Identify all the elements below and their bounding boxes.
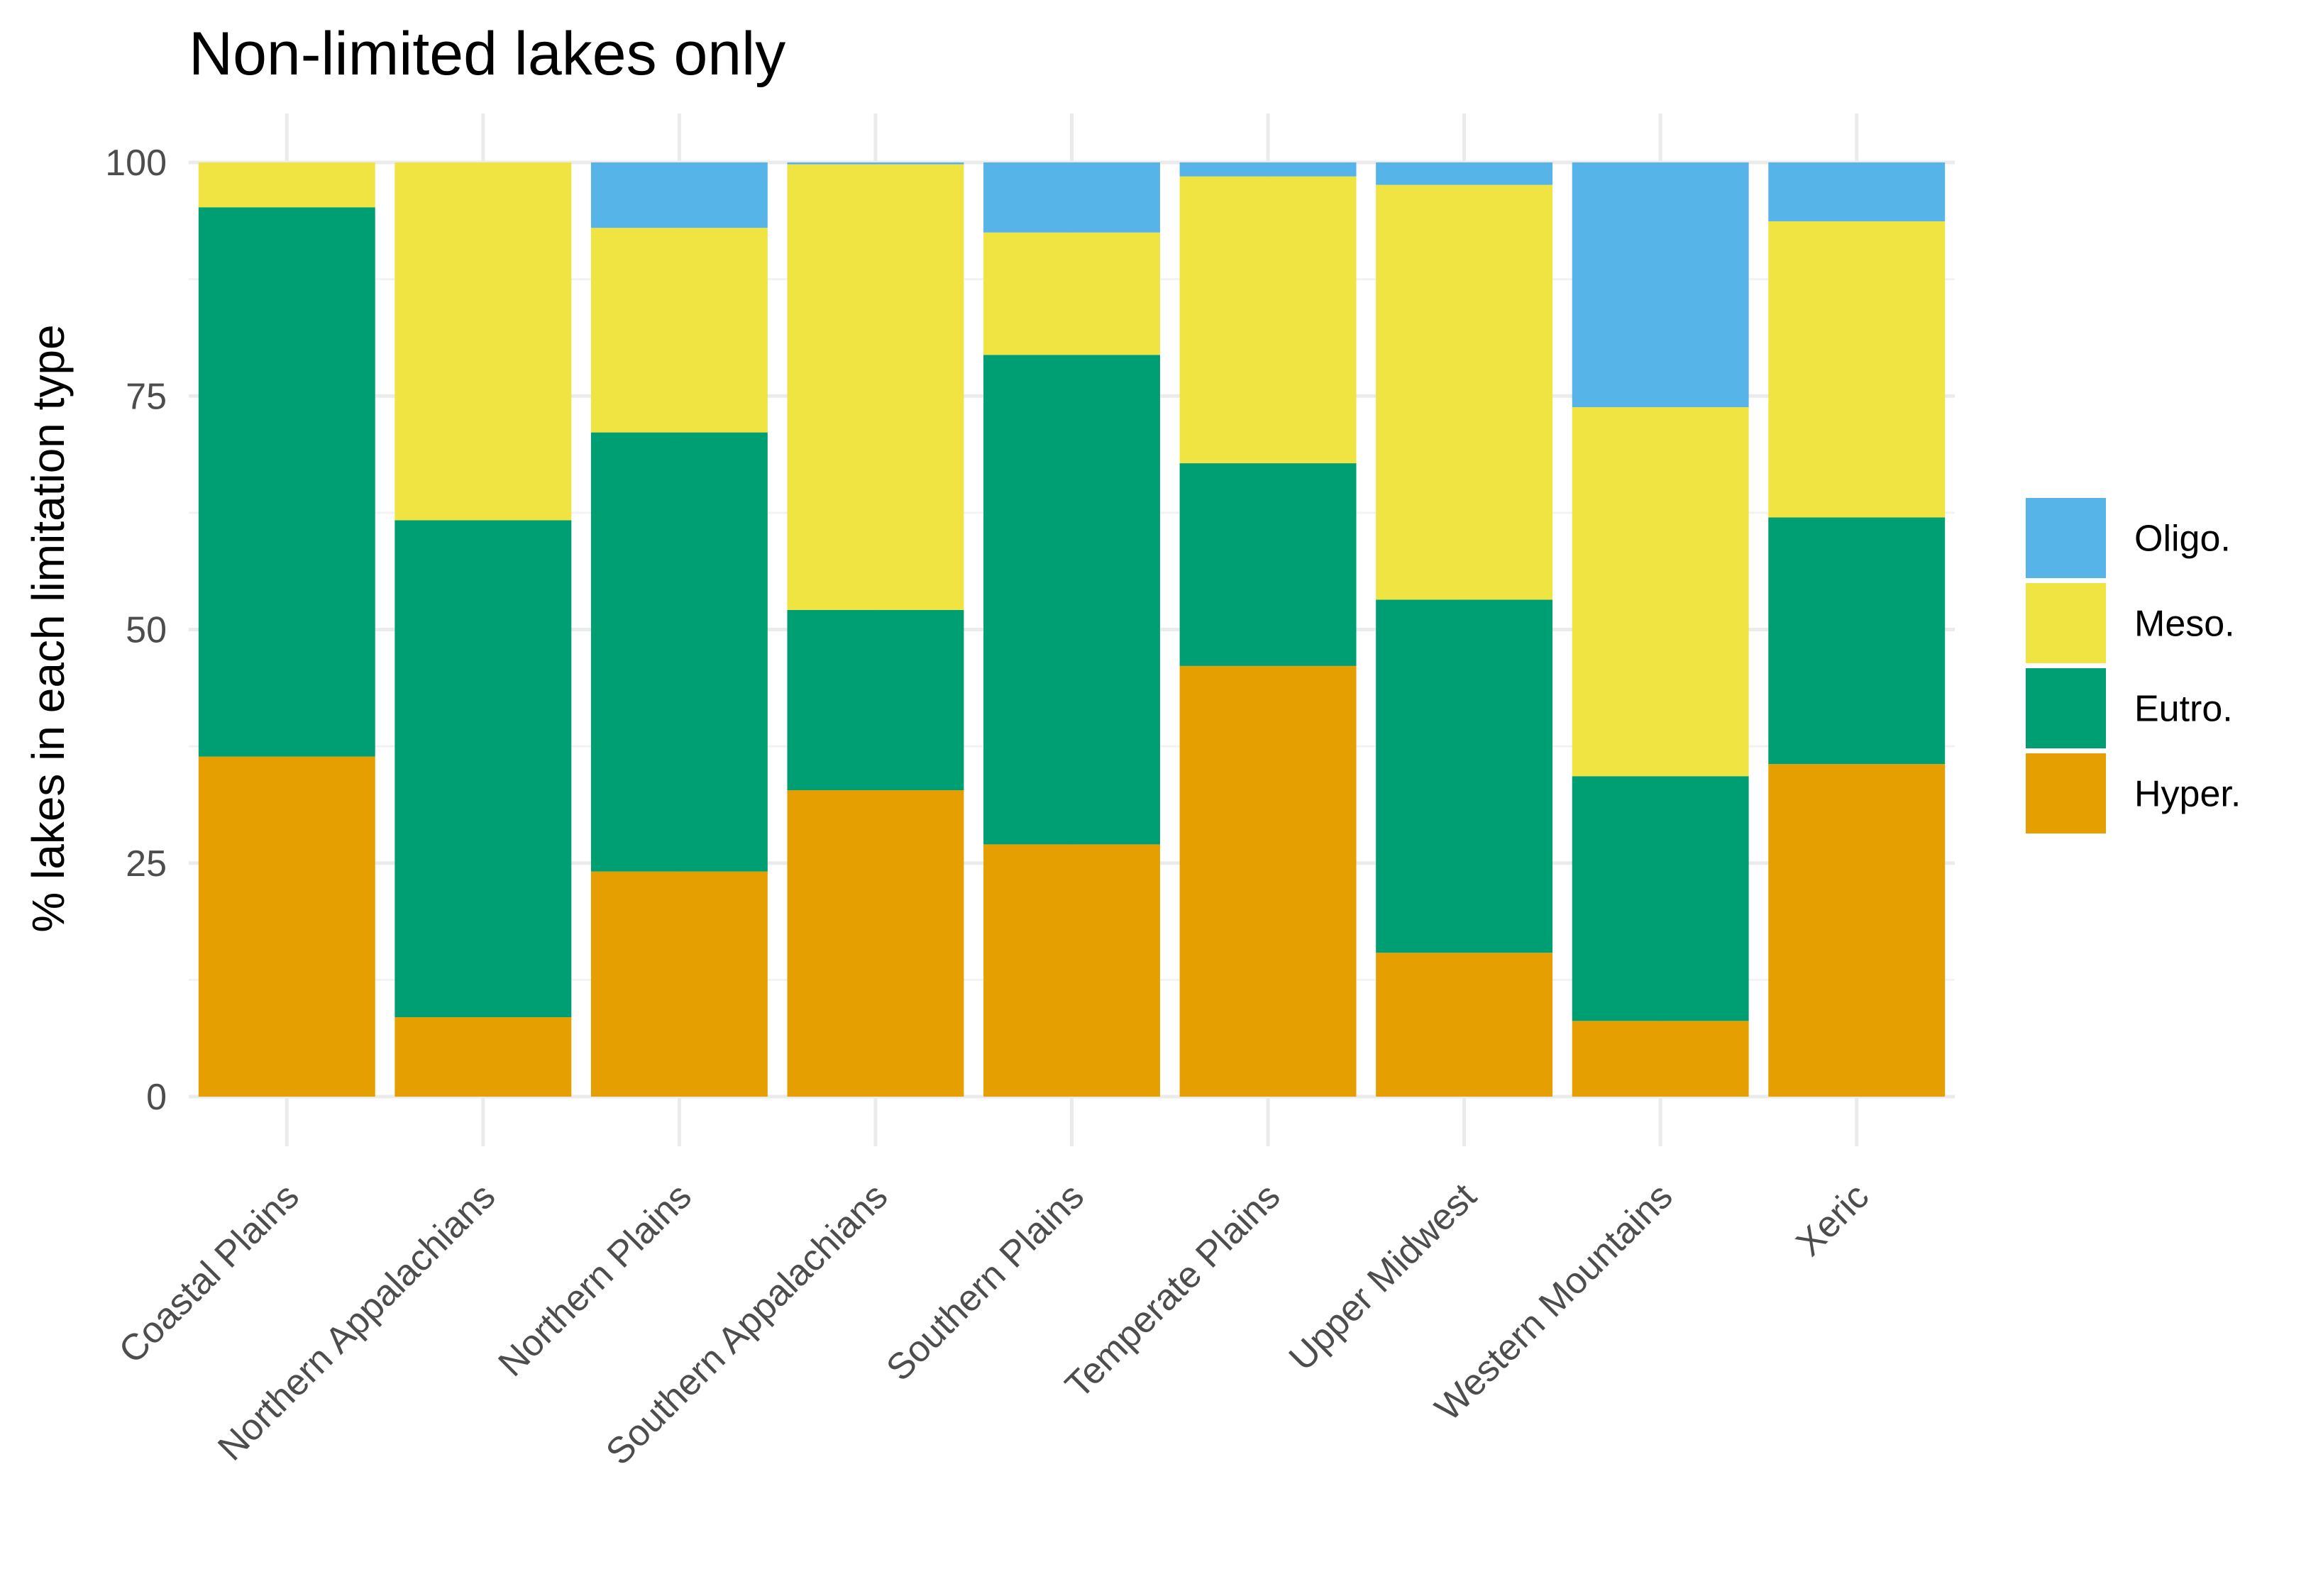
y-tick-label: 75: [126, 376, 167, 417]
bar-eutro-southern-appalachians: [787, 609, 964, 791]
x-tick-label: Upper Midwest: [1281, 1175, 1485, 1379]
x-tick-label: Temperate Plains: [1057, 1175, 1288, 1406]
bar-eutro-northern-appalachians: [395, 520, 572, 1018]
bar-meso-coastal-plains: [198, 162, 375, 208]
x-tick-label: Coastal Plains: [111, 1175, 307, 1371]
y-tick-label: 0: [146, 1077, 167, 1118]
bar-oligo-upper-midwest: [1376, 162, 1553, 185]
bar-oligo-western-mountains: [1572, 162, 1749, 408]
legend-key-oligo: [2026, 498, 2106, 578]
chart-title: Non-limited lakes only: [189, 20, 785, 88]
bar-eutro-northern-plains: [590, 432, 768, 872]
y-tick-label: 50: [126, 610, 167, 651]
bar-meso-western-mountains: [1572, 407, 1749, 777]
y-tick-label: 100: [105, 143, 167, 184]
x-tick-label: Southern Plains: [878, 1175, 1092, 1389]
legend-label: Meso.: [2134, 604, 2235, 645]
bars: [198, 162, 1946, 1097]
bar-eutro-upper-midwest: [1376, 599, 1553, 953]
bar-hyper-northern-plains: [590, 871, 768, 1097]
bar-eutro-southern-plains: [983, 355, 1160, 845]
x-tick-label: Northern Plains: [490, 1175, 699, 1384]
x-tick-label: Xeric: [1788, 1175, 1877, 1264]
bar-oligo-southern-plains: [983, 162, 1160, 233]
bar-eutro-western-mountains: [1572, 776, 1749, 1021]
legend: Oligo. Meso. Eutro. Hyper.: [2026, 498, 2241, 833]
bar-hyper-northern-appalachians: [395, 1017, 572, 1097]
y-axis-title: % lakes in each limitation type: [23, 324, 74, 932]
y-axis-ticks: 0 25 50 75 100: [105, 143, 167, 1118]
bar-oligo-xeric: [1768, 162, 1946, 221]
bar-hyper-xeric: [1768, 764, 1946, 1097]
bar-oligo-northern-plains: [590, 162, 768, 228]
bar-oligo-southern-appalachians: [787, 162, 964, 165]
bar-meso-southern-appalachians: [787, 164, 964, 610]
bar-meso-upper-midwest: [1376, 184, 1553, 600]
bar-meso-northern-plains: [590, 228, 768, 433]
legend-key-hyper: [2026, 753, 2106, 833]
y-tick-label: 25: [126, 843, 167, 885]
bar-hyper-western-mountains: [1572, 1021, 1749, 1097]
bar-hyper-coastal-plains: [198, 756, 375, 1097]
bar-hyper-temperate-plains: [1179, 665, 1357, 1097]
bar-meso-northern-appalachians: [395, 162, 572, 521]
bar-hyper-southern-plains: [983, 844, 1160, 1097]
legend-label: Hyper.: [2134, 774, 2241, 815]
legend-label: Eutro.: [2134, 689, 2233, 730]
bar-eutro-coastal-plains: [198, 207, 375, 757]
legend-key-eutro: [2026, 668, 2106, 748]
bar-eutro-temperate-plains: [1179, 463, 1357, 666]
bar-hyper-upper-midwest: [1376, 953, 1553, 1097]
legend-label: Oligo.: [2134, 519, 2231, 560]
bar-meso-temperate-plains: [1179, 176, 1357, 464]
legend-key-meso: [2026, 583, 2106, 663]
bar-eutro-xeric: [1768, 517, 1946, 765]
bar-meso-southern-plains: [983, 232, 1160, 355]
bar-oligo-temperate-plains: [1179, 162, 1357, 177]
bar-meso-xeric: [1768, 221, 1946, 518]
bar-hyper-southern-appalachians: [787, 790, 964, 1097]
